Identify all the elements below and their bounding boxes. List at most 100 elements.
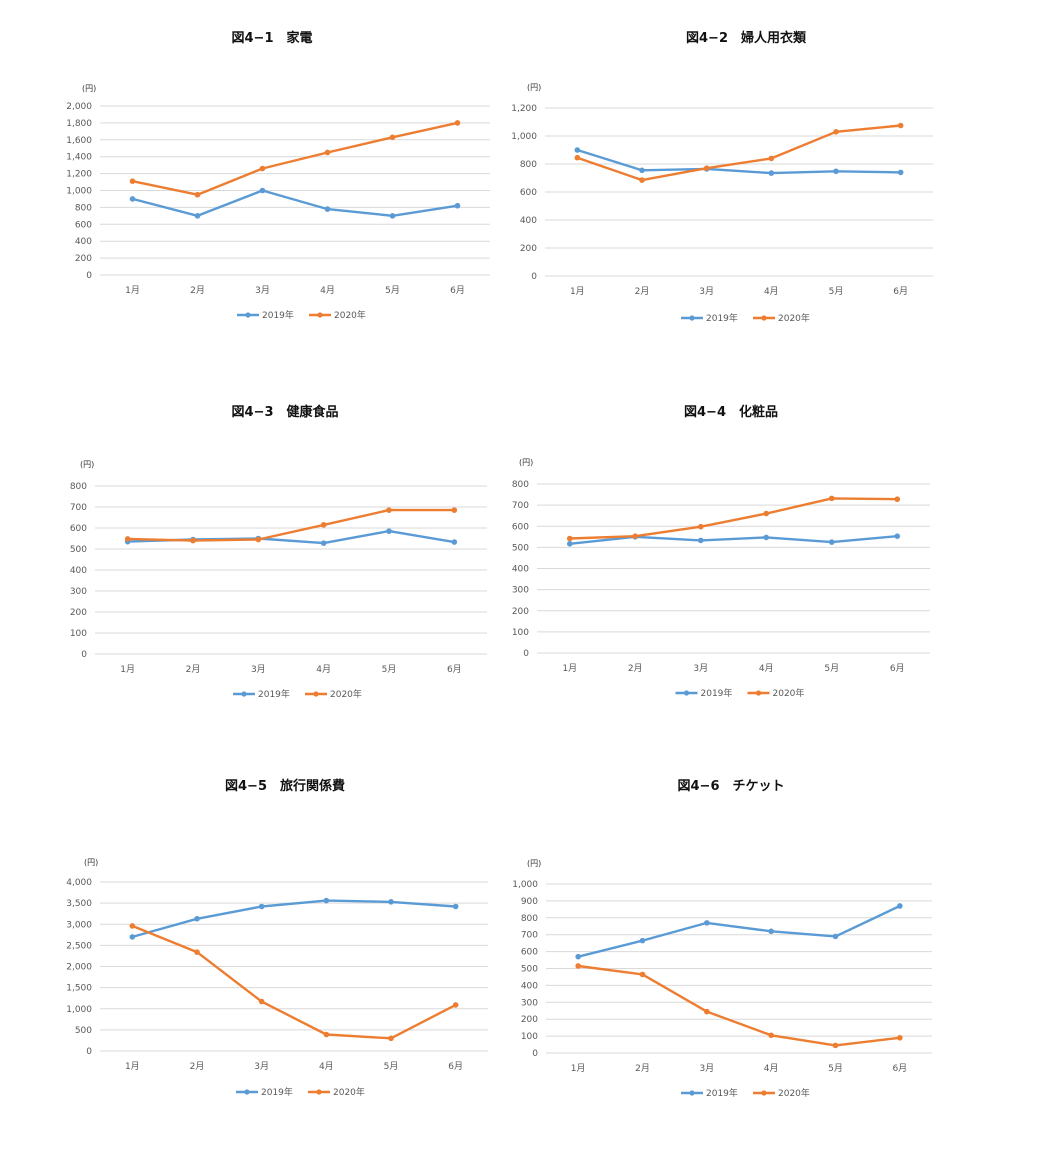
data-point: [832, 1042, 839, 1049]
y-tick-label: 1,200: [511, 104, 537, 114]
data-point: [388, 1035, 394, 1042]
y-tick-label: 300: [512, 586, 529, 596]
legend-marker: [317, 312, 323, 318]
data-point: [451, 539, 458, 545]
legend-item-1: 2019年: [675, 687, 732, 699]
x-tick-label: 6月: [448, 1061, 463, 1072]
y-tick-label: 0: [86, 1047, 92, 1057]
data-point: [639, 177, 645, 183]
legend-label: 2020年: [778, 312, 810, 324]
data-point: [454, 202, 461, 209]
y-tick-label: 1,000: [511, 132, 537, 142]
series-line-2: [576, 124, 901, 182]
legend-label: 2019年: [706, 312, 738, 324]
legend-marker: [313, 691, 319, 697]
y-unit-label: (円): [80, 460, 94, 469]
data-point: [639, 937, 646, 944]
data-point: [129, 196, 136, 202]
legend-item-2: 2020年: [753, 1087, 810, 1099]
y-tick-label: 700: [70, 503, 87, 513]
y-tick-label: 800: [75, 203, 92, 213]
data-point: [828, 539, 835, 545]
y-tick-label: 800: [520, 160, 537, 170]
data-point: [575, 963, 581, 969]
y-tick-label: 600: [512, 522, 529, 532]
y-tick-label: 1,000: [512, 880, 538, 890]
legend-label: 2020年: [773, 687, 805, 699]
chart-title: 図4−3 健康食品: [231, 405, 339, 420]
data-point: [574, 154, 581, 161]
data-point: [194, 949, 200, 955]
data-point: [833, 129, 839, 135]
x-tick-label: 3月: [251, 664, 266, 675]
y-tick-label: 600: [70, 524, 87, 534]
x-tick-label: 5月: [828, 1063, 843, 1074]
legend-label: 2020年: [330, 688, 362, 700]
x-tick-label: 2月: [186, 664, 201, 675]
data-point: [255, 536, 262, 543]
y-tick-label: 200: [520, 244, 537, 254]
y-tick-label: 500: [521, 965, 538, 975]
y-tick-label: 900: [521, 897, 538, 907]
data-point: [566, 535, 573, 542]
y-tick-label: 500: [512, 543, 529, 553]
data-point: [320, 540, 327, 546]
data-point: [832, 933, 839, 940]
series-line-2: [569, 497, 898, 540]
data-point: [129, 923, 136, 929]
y-tick-label: 3,000: [66, 920, 92, 930]
data-point: [323, 1031, 330, 1038]
x-tick-label: 5月: [382, 664, 397, 675]
legend-marker: [241, 691, 247, 697]
y-tick-label: 600: [520, 188, 537, 198]
data-point: [194, 213, 201, 219]
data-point: [190, 537, 196, 544]
y-tick-label: 4,000: [66, 878, 92, 888]
x-tick-label: 6月: [447, 664, 462, 675]
data-point: [763, 510, 770, 517]
data-point: [324, 206, 331, 212]
data-point: [324, 149, 331, 156]
y-tick-label: 200: [70, 608, 87, 618]
data-point: [386, 507, 392, 513]
x-tick-label: 3月: [254, 1061, 269, 1072]
legend-marker: [761, 1090, 767, 1096]
legend-label: 2019年: [706, 1087, 738, 1099]
data-point: [129, 178, 136, 185]
legend-item-2: 2020年: [747, 687, 805, 699]
legend-label: 2019年: [258, 688, 290, 700]
chart-title: 図4−1 家電: [231, 31, 313, 46]
legend-label: 2020年: [778, 1087, 810, 1099]
y-tick-label: 300: [70, 587, 87, 597]
data-point: [763, 534, 770, 541]
legend-marker: [689, 315, 695, 321]
y-tick-label: 500: [75, 1026, 92, 1036]
data-point: [768, 170, 775, 176]
y-tick-label: 0: [532, 1049, 538, 1059]
legend-item-2: 2020年: [308, 1086, 365, 1098]
y-tick-label: 0: [86, 271, 92, 281]
y-unit-label: (円): [84, 858, 98, 867]
data-point: [259, 187, 266, 194]
data-point: [452, 1002, 459, 1008]
y-tick-label: 700: [512, 501, 529, 511]
data-point: [386, 528, 392, 534]
data-point: [828, 495, 835, 502]
legend-label: 2019年: [262, 309, 294, 321]
legend-marker: [761, 315, 767, 321]
x-tick-label: 6月: [890, 663, 905, 674]
legend-item-1: 2019年: [237, 309, 294, 321]
data-point: [704, 1008, 710, 1015]
legend-marker: [244, 1089, 250, 1095]
y-tick-label: 800: [512, 480, 529, 490]
legend-label: 2020年: [333, 1086, 365, 1098]
data-point: [258, 998, 265, 1005]
data-point: [454, 120, 461, 126]
y-tick-label: 2,000: [66, 102, 92, 112]
legend-item-1: 2019年: [681, 1087, 738, 1099]
y-tick-label: 2,000: [66, 963, 92, 973]
